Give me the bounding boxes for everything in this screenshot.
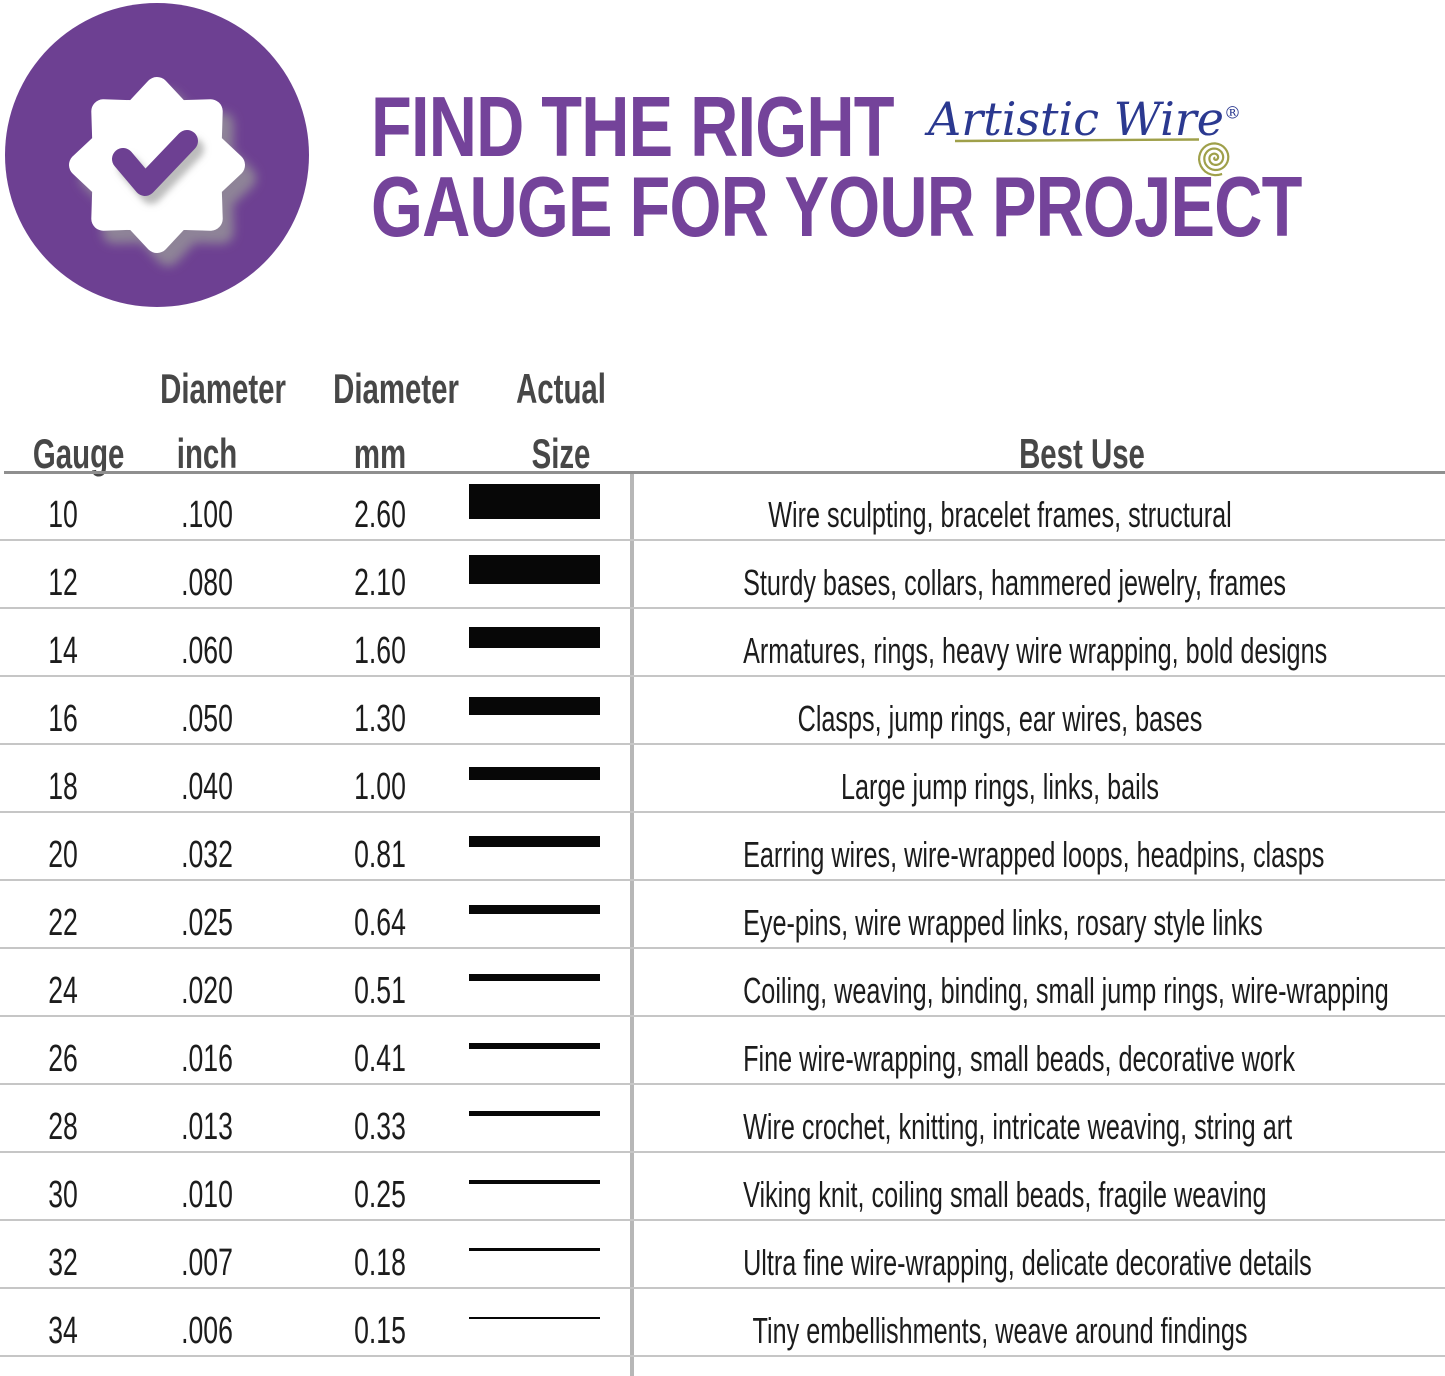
best-use-cell: Coiling, weaving, binding, small jump ri…: [743, 970, 1389, 1011]
diameter-inch-cell: .013: [181, 1106, 233, 1148]
actual-size-bar: [469, 836, 600, 847]
best-use-cell: Viking knit, coiling small beads, fragil…: [743, 1174, 1267, 1215]
best-use-cell: Fine wire-wrapping, small beads, decorat…: [743, 1038, 1295, 1079]
best-use-cell: Wire crochet, knitting, intricate weavin…: [743, 1106, 1293, 1147]
best-use-cell: Wire sculpting, bracelet frames, structu…: [768, 494, 1232, 535]
gauge-cell: 34: [48, 1310, 78, 1352]
diameter-inch-cell: .020: [181, 970, 233, 1012]
actual-size-bar: [469, 1111, 600, 1116]
diameter-inch-cell: .010: [181, 1174, 233, 1216]
actual-size-bar: [469, 1180, 600, 1184]
header-rule: [4, 471, 1445, 474]
col-header-actual: Actual: [516, 365, 606, 412]
actual-size-bar: [469, 484, 600, 519]
actual-size-bar: [469, 767, 600, 780]
check-seal-badge: [5, 3, 309, 307]
gauge-cell: 30: [48, 1174, 78, 1216]
column-divider: [630, 474, 634, 1376]
diameter-inch-cell: .100: [181, 494, 233, 536]
diameter-inch-cell: .025: [181, 902, 233, 944]
table-row: 16 .050 1.30 Clasps, jump rings, ear wires,…: [0, 677, 1445, 745]
actual-size-bar: [469, 974, 600, 981]
best-use-cell: Eye-pins, wire wrapped links, rosary sty…: [743, 902, 1263, 943]
brand-name: Artistic Wire: [928, 92, 1224, 146]
gauge-cell: 18: [48, 766, 78, 808]
gauge-cell: 20: [48, 834, 78, 876]
best-use-cell: Armatures, rings, heavy wire wrapping, b…: [743, 630, 1328, 671]
table-row: 28 .013 0.33 Wire crochet, knitting, intric…: [0, 1085, 1445, 1153]
checkmark-icon: [112, 130, 198, 196]
actual-size-bar: [469, 555, 600, 584]
diameter-mm-cell: 1.00: [354, 766, 406, 808]
table-row: 20 .032 0.81 Earring wires, wire-wrapped lo…: [0, 813, 1445, 881]
diameter-inch-cell: .016: [181, 1038, 233, 1080]
brand-underline-swirl-icon: [954, 138, 1230, 177]
page-title: FIND THE RIGHT GAUGE FOR YOUR PROJECT: [371, 80, 1302, 255]
table-row: 24 .020 0.51 Coiling, weaving, binding, sma…: [0, 949, 1445, 1017]
actual-size-bar: [469, 905, 600, 914]
table-row: 18 .040 1.00 Large jump rings, links, bails: [0, 745, 1445, 813]
diameter-mm-cell: 0.18: [354, 1242, 406, 1284]
title-line-2: GAUGE FOR YOUR PROJECT: [371, 160, 1302, 255]
gauge-cell: 32: [48, 1242, 78, 1284]
gauge-cell: 24: [48, 970, 78, 1012]
col-header-mm: mm: [353, 430, 407, 477]
col-header-gauge: Gauge: [32, 430, 125, 477]
actual-size-bar: [469, 1248, 600, 1251]
diameter-mm-cell: 0.81: [354, 834, 406, 876]
col-header-inch: inch: [176, 430, 238, 477]
table-row: 26 .016 0.41 Fine wire-wrapping, small bead…: [0, 1017, 1445, 1085]
diameter-mm-cell: 2.10: [354, 562, 406, 604]
diameter-inch-cell: .032: [181, 834, 233, 876]
diameter-inch-cell: .007: [181, 1242, 233, 1284]
table-row: 12 .080 2.10 Sturdy bases, collars, hammere…: [0, 541, 1445, 609]
actual-size-bar: [469, 1043, 600, 1049]
best-use-cell: Tiny embellishments, weave around findin…: [752, 1310, 1248, 1351]
diameter-mm-cell: 1.60: [354, 630, 406, 672]
gauge-cell: 22: [48, 902, 78, 944]
best-use-cell: Ultra fine wire-wrapping, delicate decor…: [743, 1242, 1312, 1283]
diameter-inch-cell: .060: [181, 630, 233, 672]
diameter-mm-cell: 0.15: [354, 1310, 406, 1352]
actual-size-bar: [469, 697, 600, 715]
col-header-diameter-mm-top: Diameter: [333, 365, 459, 412]
table-row: 32 .007 0.18 Ultra fine wire-wrapping, deli…: [0, 1221, 1445, 1289]
diameter-inch-cell: .006: [181, 1310, 233, 1352]
actual-size-bar: [469, 627, 600, 648]
table-row: 30 .010 0.25 Viking knit, coiling small bea…: [0, 1153, 1445, 1221]
diameter-inch-cell: .050: [181, 698, 233, 740]
table-row: 14 .060 1.60 Armatures, rings, heavy wire w…: [0, 609, 1445, 677]
brand-logo: Artistic Wire®: [928, 92, 1241, 146]
gauge-cell: 28: [48, 1106, 78, 1148]
col-header-best-use: Best Use: [1019, 430, 1145, 477]
gauge-cell: 16: [48, 698, 78, 740]
best-use-cell: Clasps, jump rings, ear wires, bases: [797, 698, 1203, 739]
col-header-size: Size: [531, 430, 591, 477]
diameter-mm-cell: 0.25: [354, 1174, 406, 1216]
gauge-cell: 26: [48, 1038, 78, 1080]
actual-size-bar: [469, 1317, 600, 1319]
diameter-mm-cell: 1.30: [354, 698, 406, 740]
best-use-cell: Earring wires, wire-wrapped loops, headp…: [743, 834, 1325, 875]
gauge-cell: 10: [48, 494, 78, 536]
table-row: 34 .006 0.15 Tiny embellishments, weave aro…: [0, 1289, 1445, 1357]
diameter-mm-cell: 0.41: [354, 1038, 406, 1080]
diameter-mm-cell: 0.64: [354, 902, 406, 944]
diameter-mm-cell: 0.33: [354, 1106, 406, 1148]
title-line-1: FIND THE RIGHT: [371, 80, 895, 175]
gauge-cell: 12: [48, 562, 78, 604]
col-header-diameter-inch-top: Diameter: [160, 365, 286, 412]
table-row: 10 .100 2.60 Wire sculpting, bracelet frame…: [0, 473, 1445, 541]
gauge-cell: 14: [48, 630, 78, 672]
diameter-inch-cell: .080: [181, 562, 233, 604]
registered-mark: ®: [1224, 103, 1241, 124]
diameter-mm-cell: 0.51: [354, 970, 406, 1012]
diameter-inch-cell: .040: [181, 766, 233, 808]
table-row: 22 .025 0.64 Eye-pins, wire wrapped links, …: [0, 881, 1445, 949]
best-use-cell: Large jump rings, links, bails: [841, 766, 1159, 807]
diameter-mm-cell: 2.60: [354, 494, 406, 536]
best-use-cell: Sturdy bases, collars, hammered jewelry,…: [743, 562, 1287, 603]
